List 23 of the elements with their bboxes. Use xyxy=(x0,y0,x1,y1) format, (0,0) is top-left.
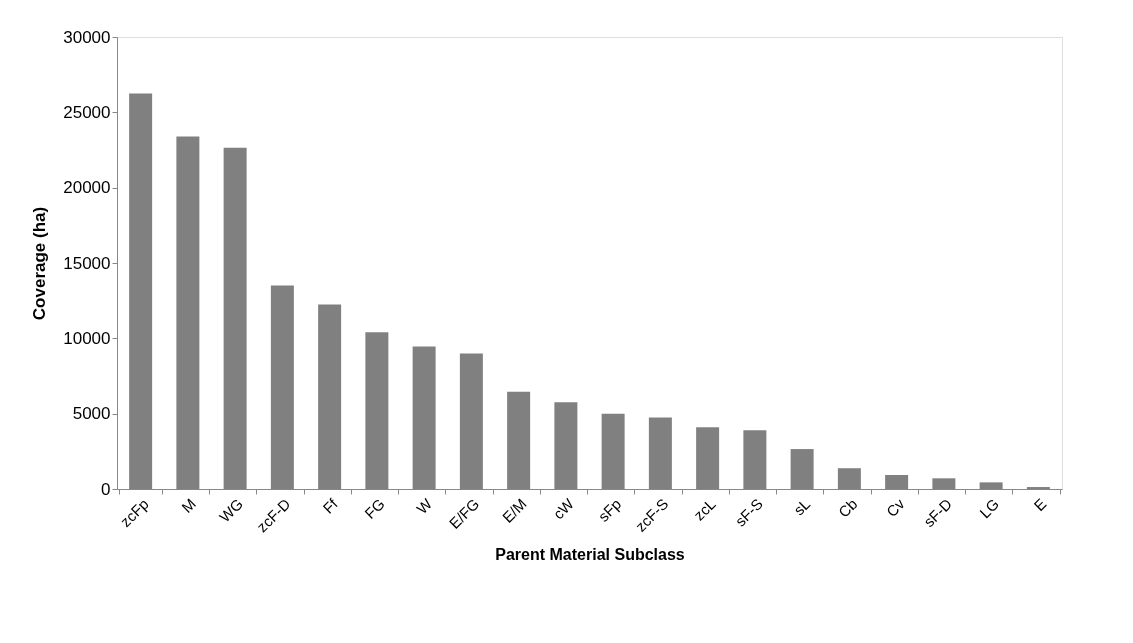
y-tick-label: 20000 xyxy=(63,178,111,198)
y-tick-label: 30000 xyxy=(63,27,111,47)
x-tick-label: zcL xyxy=(690,495,719,524)
x-tick-label: sL xyxy=(790,495,814,519)
y-tick-label: 15000 xyxy=(63,253,111,273)
x-tick-label: E/M xyxy=(498,495,530,526)
x-tick-label: cW xyxy=(549,494,578,523)
x-tick-label: Cb xyxy=(834,495,861,521)
x-tick-label: FG xyxy=(361,495,388,522)
y-tick-label: 25000 xyxy=(63,102,111,122)
x-tick-label: sFp xyxy=(594,495,625,525)
x-tick-label: E xyxy=(1030,495,1050,515)
y-tick-label: 0 xyxy=(101,479,111,499)
x-tick-label: M xyxy=(178,495,199,516)
y-tick-label: 5000 xyxy=(72,404,111,424)
x-tick-label: LG xyxy=(976,495,1003,522)
x-tick-label: WG xyxy=(215,495,247,526)
y-tick-label: 10000 xyxy=(63,328,111,348)
x-tick-label: Ff xyxy=(319,494,342,517)
x-axis-title: Parent Material Subclass xyxy=(495,546,685,564)
x-tick-label: W xyxy=(413,494,436,518)
y-axis-title: Coverage (ha) xyxy=(30,206,50,321)
x-tick-label: Cv xyxy=(882,494,909,521)
